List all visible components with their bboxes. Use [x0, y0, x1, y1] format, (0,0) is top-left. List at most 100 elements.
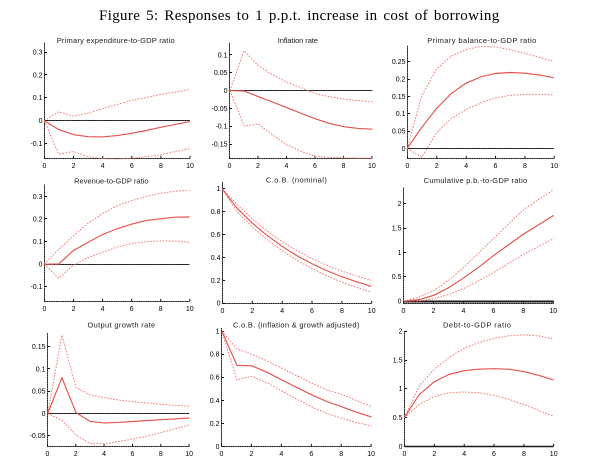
svg-text:0.1: 0.1: [33, 95, 43, 102]
svg-text:6: 6: [492, 451, 496, 458]
svg-text:6: 6: [130, 163, 134, 170]
svg-text:4: 4: [464, 163, 468, 170]
svg-text:Output growth rate: Output growth rate: [87, 321, 155, 330]
svg-text:10: 10: [550, 163, 558, 170]
svg-text:0.5: 0.5: [392, 274, 402, 281]
svg-text:C.o.B. (inflation & growth adj: C.o.B. (inflation & growth adjusted): [233, 321, 360, 330]
svg-text:2: 2: [250, 308, 254, 315]
svg-text:0.5: 0.5: [393, 415, 403, 422]
svg-text:8: 8: [523, 163, 527, 170]
svg-text:2: 2: [249, 451, 253, 458]
svg-text:0: 0: [398, 299, 402, 306]
svg-text:0: 0: [217, 301, 221, 308]
svg-text:2: 2: [432, 451, 436, 458]
svg-text:6: 6: [310, 308, 314, 315]
svg-text:0.2: 0.2: [33, 72, 43, 79]
svg-text:8: 8: [340, 308, 344, 315]
svg-text:4: 4: [279, 451, 283, 458]
svg-text:6: 6: [309, 451, 313, 458]
svg-text:0.4: 0.4: [211, 255, 221, 262]
svg-text:6: 6: [494, 163, 498, 170]
svg-text:-0.05: -0.05: [212, 106, 228, 113]
svg-text:0: 0: [402, 146, 406, 153]
svg-text:1.5: 1.5: [392, 226, 402, 233]
svg-text:-0.1: -0.1: [30, 141, 42, 148]
svg-text:1.5: 1.5: [393, 357, 403, 364]
svg-text:8: 8: [339, 451, 343, 458]
svg-text:Revenue-to-GDP ratio: Revenue-to-GDP ratio: [74, 177, 148, 186]
svg-text:-0.15: -0.15: [212, 142, 228, 149]
svg-text:Cumulative p.b.-to-GDP ratio: Cumulative p.b.-to-GDP ratio: [424, 176, 528, 185]
svg-text:0.1: 0.1: [33, 239, 43, 246]
svg-text:2: 2: [72, 306, 76, 313]
svg-text:8: 8: [522, 451, 526, 458]
svg-text:0.05: 0.05: [214, 70, 228, 77]
svg-text:0: 0: [403, 451, 407, 458]
svg-text:2: 2: [74, 451, 78, 458]
svg-text:2: 2: [399, 329, 403, 336]
svg-text:0.4: 0.4: [210, 398, 220, 405]
svg-text:8: 8: [159, 451, 163, 458]
svg-text:6: 6: [131, 451, 135, 458]
svg-text:0.1: 0.1: [36, 366, 46, 373]
svg-text:0.8: 0.8: [210, 352, 220, 359]
svg-text:-0.1: -0.1: [215, 124, 227, 131]
svg-text:0: 0: [399, 444, 403, 451]
svg-text:0: 0: [43, 163, 47, 170]
svg-text:Inflation rate: Inflation rate: [278, 36, 318, 45]
svg-text:10: 10: [549, 308, 557, 315]
svg-text:1: 1: [216, 329, 220, 336]
svg-text:4: 4: [101, 163, 105, 170]
svg-text:6: 6: [130, 306, 134, 313]
svg-text:2: 2: [435, 163, 439, 170]
svg-text:0: 0: [39, 118, 43, 125]
svg-text:0: 0: [402, 308, 406, 315]
svg-text:0.3: 0.3: [33, 194, 43, 201]
svg-text:10: 10: [550, 451, 558, 458]
svg-text:0: 0: [221, 308, 225, 315]
svg-text:4: 4: [285, 163, 289, 170]
svg-text:Primary balance-to-GDP ratio: Primary balance-to-GDP ratio: [427, 36, 536, 45]
svg-text:0.6: 0.6: [211, 232, 221, 239]
svg-text:2: 2: [256, 163, 260, 170]
svg-text:0.1: 0.1: [396, 111, 406, 118]
svg-text:Debt-to-GDP ratio: Debt-to-GDP ratio: [443, 321, 511, 330]
svg-text:0.2: 0.2: [210, 421, 220, 428]
svg-text:8: 8: [159, 306, 163, 313]
svg-text:-0.1: -0.1: [30, 284, 42, 291]
svg-text:0.2: 0.2: [396, 77, 406, 84]
svg-text:0.2: 0.2: [33, 216, 43, 223]
svg-text:0: 0: [406, 163, 410, 170]
svg-text:10: 10: [185, 451, 193, 458]
svg-text:8: 8: [341, 163, 345, 170]
svg-text:0: 0: [224, 88, 228, 95]
svg-text:C.o.B. (nominal): C.o.B. (nominal): [266, 176, 327, 185]
svg-text:4: 4: [280, 308, 284, 315]
svg-text:8: 8: [521, 308, 525, 315]
svg-text:0: 0: [216, 444, 220, 451]
svg-text:2: 2: [432, 308, 436, 315]
svg-text:0: 0: [42, 411, 46, 418]
svg-text:10: 10: [367, 451, 375, 458]
svg-text:1: 1: [398, 250, 402, 257]
svg-text:4: 4: [101, 306, 105, 313]
svg-text:0.2: 0.2: [211, 278, 221, 285]
svg-text:4: 4: [462, 451, 466, 458]
svg-text:10: 10: [368, 163, 376, 170]
svg-text:0.05: 0.05: [392, 129, 406, 136]
svg-text:0.25: 0.25: [392, 59, 406, 66]
svg-text:Primary expenditure-to-GDP rat: Primary expenditure-to-GDP ratio: [57, 36, 175, 45]
svg-text:1: 1: [399, 386, 403, 393]
svg-text:4: 4: [461, 308, 465, 315]
svg-text:0.15: 0.15: [32, 344, 46, 351]
svg-text:10: 10: [186, 163, 194, 170]
svg-text:-0.05: -0.05: [30, 433, 46, 440]
svg-text:2: 2: [398, 201, 402, 208]
svg-text:6: 6: [313, 163, 317, 170]
svg-text:0.1: 0.1: [218, 52, 228, 59]
svg-text:0.3: 0.3: [33, 50, 43, 57]
svg-text:0.05: 0.05: [32, 389, 46, 396]
svg-text:2: 2: [72, 163, 76, 170]
svg-text:1: 1: [217, 186, 221, 193]
svg-text:0: 0: [43, 306, 47, 313]
